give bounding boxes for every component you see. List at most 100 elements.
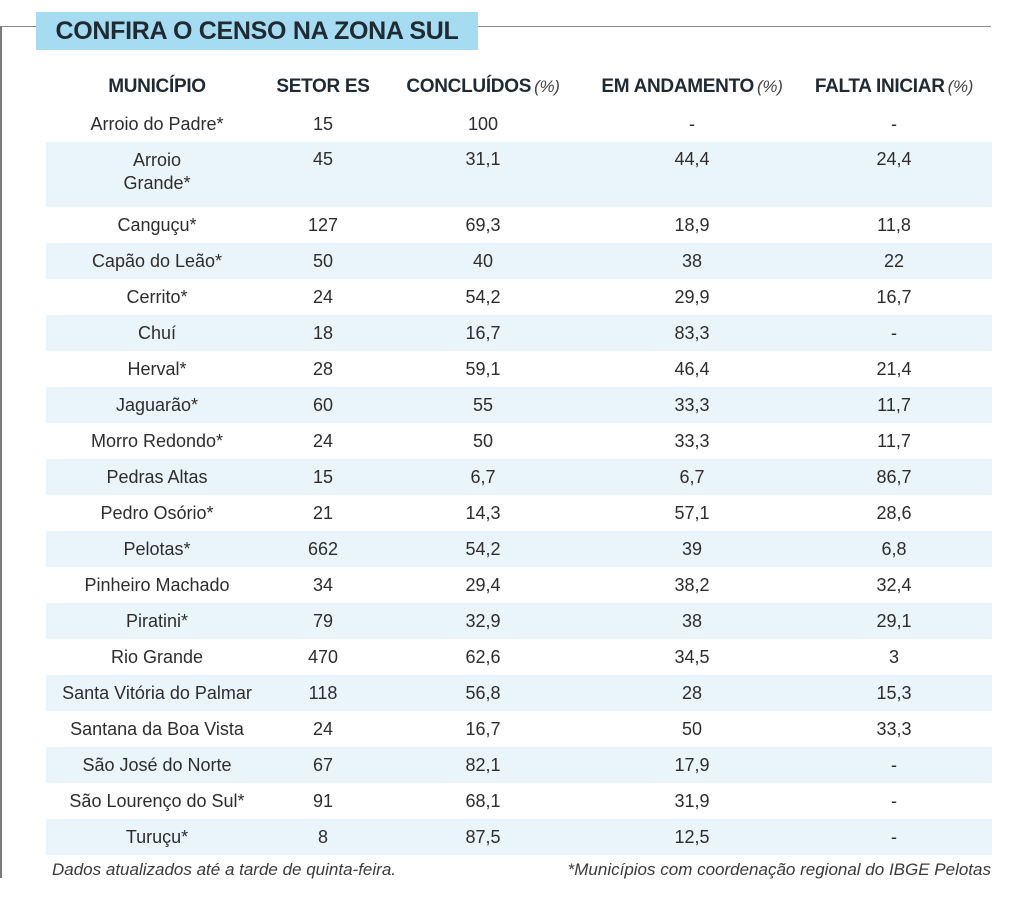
cell-setores: 91 [312,790,334,811]
cell-em-andamento: 12,5 [588,819,796,855]
cell-municipio: Jaguarão* [46,387,268,423]
municipio-line-2: Grande* [123,173,191,193]
cell-em-andamento: 18,9 [674,214,710,235]
cell-setores: 24 [312,718,334,739]
header-setores: SETOR ES [276,76,370,97]
cell-municipio: Pedro Osório* [100,502,214,523]
cell-falta-iniciar: 11,7 [796,387,992,423]
cell-setores: 50 [268,243,378,279]
cell-concluidos: 87,5 [378,819,588,855]
cell-municipio: Santa Vitória do Palmar [46,675,268,711]
cell-em-andamento: 33,3 [588,387,796,423]
cell-municipio: Capão do Leão* [46,243,268,279]
cell-falta-iniciar: 32,4 [876,574,912,595]
census-table: MUNICÍPIO SETOR ES CONCLUÍDOS (%) EM ANDA… [46,68,992,855]
cell-municipio: Santana da Boa Vista [70,718,244,739]
table-row: Piratini* 79 32,9 38 29,1 [46,603,992,639]
cell-falta-iniciar: 29,1 [796,603,992,639]
cell-municipio: Chuí [46,315,268,351]
cell-falta-iniciar: 21,4 [876,358,912,379]
cell-setores: 67 [268,747,378,783]
cell-falta-iniciar: - [796,747,992,783]
cell-setores: 15 [268,459,378,495]
cell-concluidos: 54,2 [378,531,588,567]
cell-setores: 127 [307,214,339,235]
footnote-update: Dados atualizados até a tarde de quinta-… [52,860,397,879]
table-row: Cerrito* 24 54,2 29,9 16,7 [46,279,992,315]
table-row: Jaguarão* 60 55 33,3 11,7 [46,387,992,423]
cell-em-andamento: 34,5 [674,646,710,667]
cell-em-andamento: 31,9 [674,790,710,811]
table-row: Arroio do Padre* 15 100 - - [46,106,992,142]
cell-setores: 60 [268,387,378,423]
table-row: Morro Redondo* 24 50 33,3 11,7 [46,423,992,459]
cell-concluidos: 69,3 [465,214,501,235]
cell-concluidos: 29,4 [465,574,501,595]
cell-concluidos: 55 [378,387,588,423]
cell-setores: 45 [268,142,378,207]
frame-left-rule [0,26,2,878]
cell-municipio: Herval* [127,358,187,379]
cell-concluidos: 6,7 [378,459,588,495]
cell-municipio: Piratini* [46,603,268,639]
table-row: Santana da Boa Vista 24 16,7 50 33,3 [46,711,992,747]
cell-falta-iniciar: 15,3 [796,675,992,711]
cell-falta-iniciar: - [891,790,897,811]
cell-setores: 21 [312,502,334,523]
cell-municipio: Cerrito* [126,286,188,307]
table-row: Turuçu* 8 87,5 12,5 - [46,819,992,855]
cell-setores: 15 [312,113,334,134]
cell-falta-iniciar: 3 [888,646,899,667]
table-row: Canguçu* 127 69,3 18,9 11,8 [46,207,992,243]
cell-falta-iniciar: 11,7 [877,430,911,451]
cell-concluidos: 50 [472,430,494,451]
cell-concluidos: 14,3 [465,502,501,523]
cell-em-andamento: - [689,113,695,134]
cell-em-andamento: 33,3 [674,430,710,451]
cell-municipio: Morro Redondo* [90,430,224,451]
cell-setores: 118 [268,675,378,711]
cell-em-andamento: 29,9 [674,286,710,307]
cell-municipio: Pinheiro Machado [84,574,230,595]
cell-concluidos: 82,1 [378,747,588,783]
cell-concluidos: 31,1 [378,142,588,207]
table-row: Chuí 18 16,7 83,3 - [46,315,992,351]
cell-falta-iniciar: 11,8 [877,214,911,235]
cell-em-andamento: 38,2 [674,574,710,595]
cell-em-andamento: 28 [588,675,796,711]
table-row: Herval* 28 59,1 46,4 21,4 [46,351,992,387]
table-row: Pedras Altas 15 6,7 6,7 86,7 [46,459,992,495]
cell-municipio: Pelotas* [46,531,268,567]
cell-em-andamento: 38 [588,603,796,639]
cell-falta-iniciar: - [796,315,992,351]
cell-municipio: Arroio do Padre* [90,113,224,134]
cell-concluidos: 62,6 [465,646,501,667]
table-header-row: MUNICÍPIO SETOR ES CONCLUÍDOS (%) EM ANDA… [46,68,992,106]
cell-em-andamento: 83,3 [588,315,796,351]
frame-top-rule [0,26,991,27]
cell-setores: 8 [268,819,378,855]
cell-falta-iniciar: 6,8 [796,531,992,567]
cell-falta-iniciar: 28,6 [876,502,912,523]
header-em-andamento: EM ANDAMENTO (%) [601,76,783,97]
cell-municipio: Canguçu* [117,214,197,235]
table-row: São Lourenço do Sul* 91 68,1 31,9 - [46,783,992,819]
cell-falta-iniciar: 33,3 [876,718,912,739]
cell-municipio: São Lourenço do Sul* [69,790,245,811]
table-row: Pedro Osório* 21 14,3 57,1 28,6 [46,495,992,531]
cell-falta-iniciar: 22 [796,243,992,279]
table-row: Santa Vitória do Palmar 118 56,8 28 15,3 [46,675,992,711]
footnote-ibge: *Municípios com coordenação regional do … [567,860,991,879]
cell-em-andamento: 44,4 [588,142,796,207]
header-falta-iniciar: FALTA INICIAR (%) [814,76,974,97]
cell-em-andamento: 6,7 [588,459,796,495]
cell-em-andamento: 46,4 [674,358,710,379]
table-row: Pinheiro Machado 34 29,4 38,2 32,4 [46,567,992,603]
cell-setores: 34 [312,574,334,595]
cell-em-andamento: 50 [681,718,703,739]
cell-municipio: Arroio Grande* [46,142,268,207]
title-banner: CONFIRA O CENSO NA ZONA SUL [36,12,478,50]
cell-falta-iniciar: 16,7 [876,286,912,307]
cell-setores: 662 [268,531,378,567]
cell-setores: 28 [312,358,334,379]
